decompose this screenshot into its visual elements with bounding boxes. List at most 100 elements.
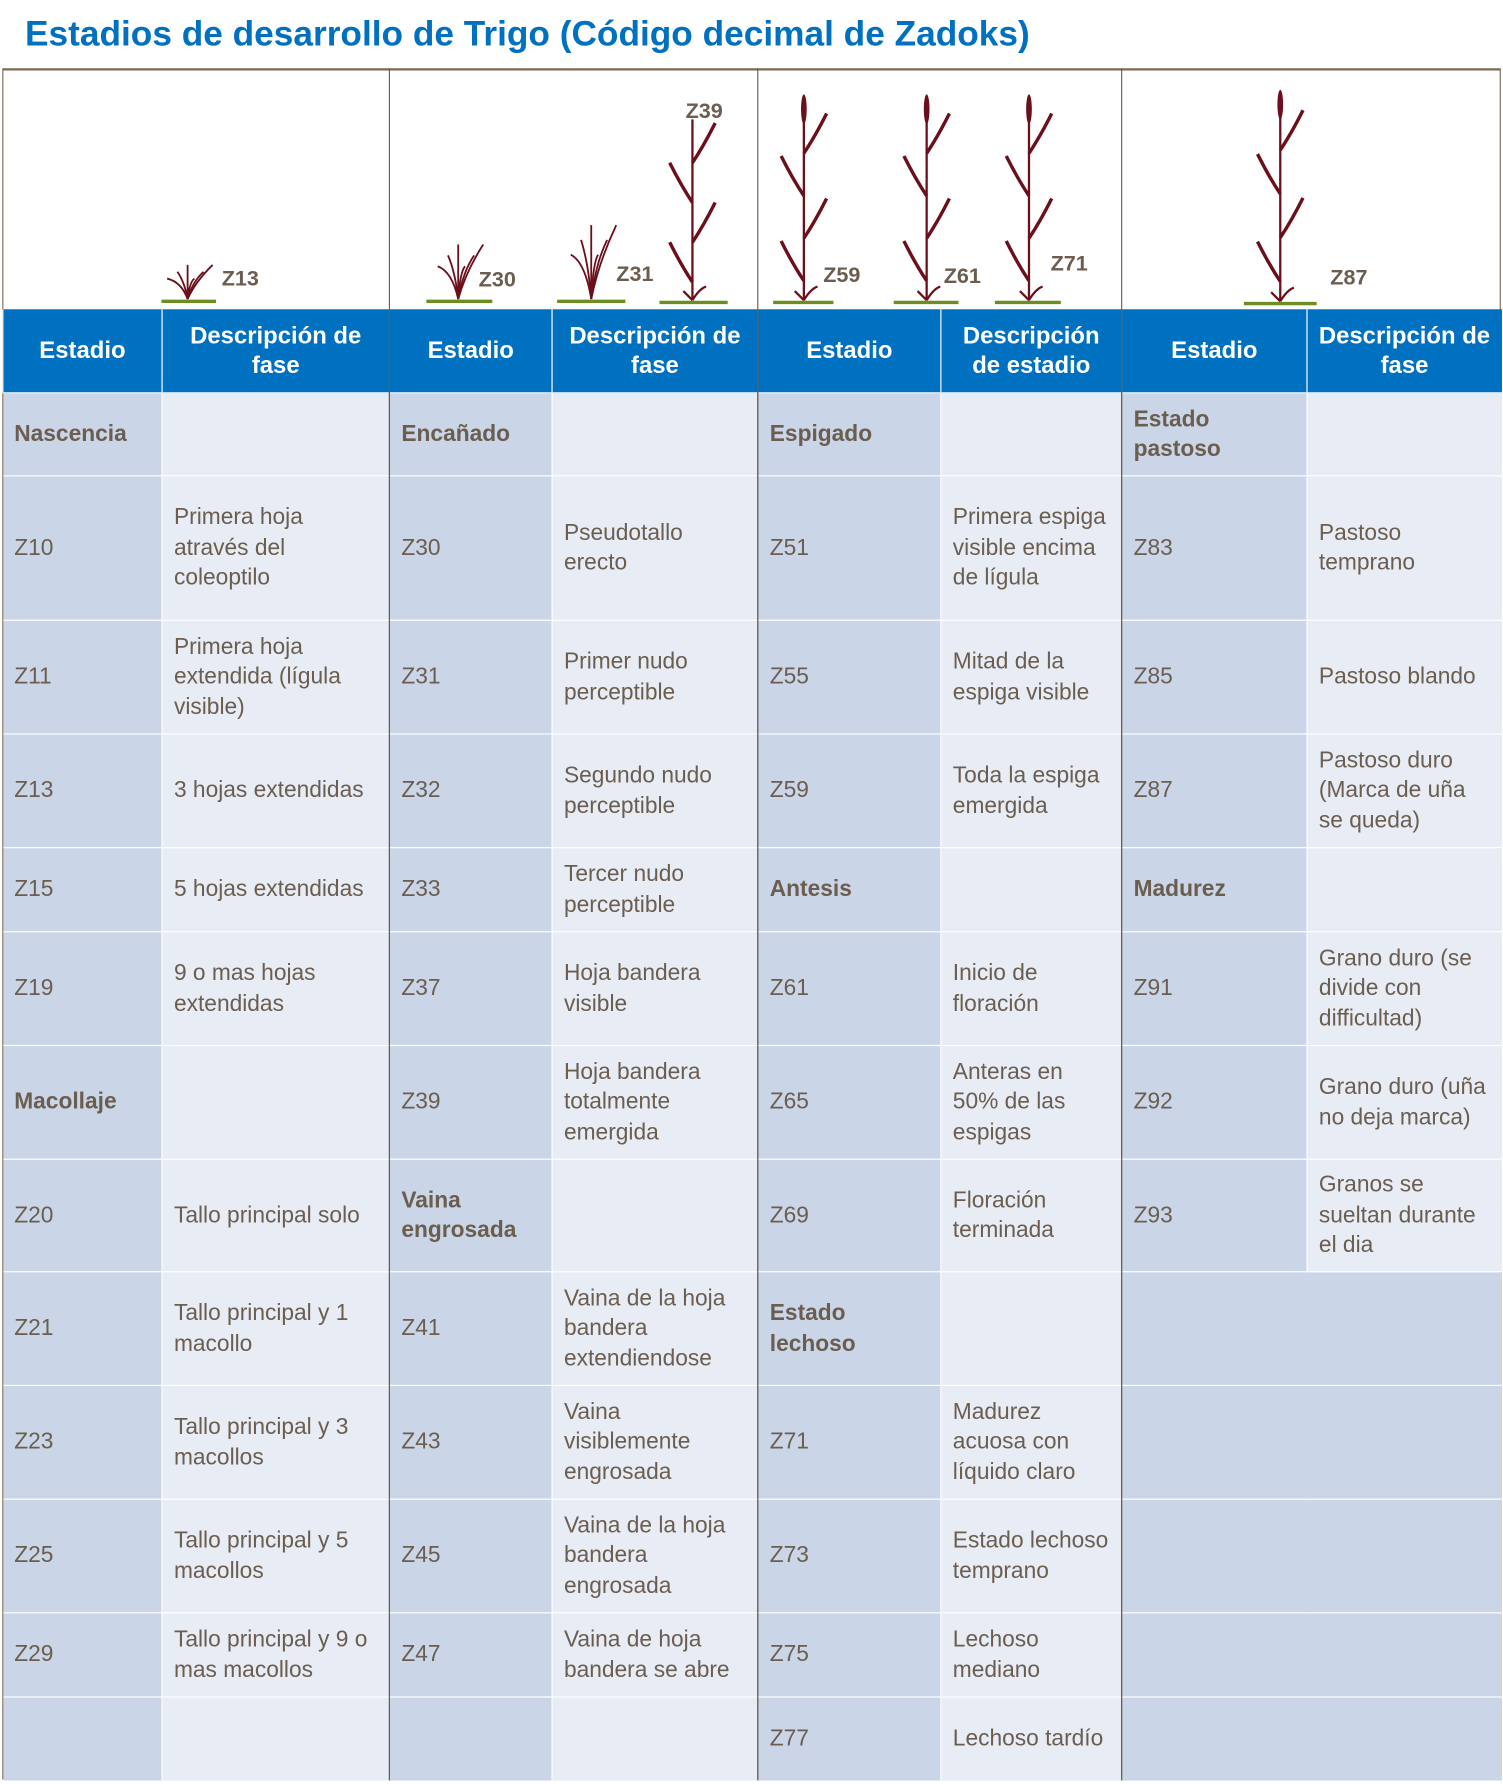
plant-illustrations: Z13 Z30 Z31 Z39 Z59 Z61 Z71 Z87 [161, 89, 1368, 306]
stage-description: Estado lechoso temprano [940, 1498, 1122, 1613]
stages-table: Estadio Descripción de fase Estadio Descrip… [2, 309, 1502, 1780]
column-divider [1121, 68, 1123, 1780]
table-row: Z19 9 o mas hojas extendidas Z37 Hoja bande… [2, 931, 1502, 1046]
stage-code: Z51 [757, 475, 941, 621]
stage-description: Primera hoja através del coleoptilo [161, 475, 390, 621]
leaf-icon [1027, 197, 1054, 240]
stage-description: Pastoso blando [1306, 619, 1502, 734]
table-row: Z20 Tallo principal solo Vaina engrosada Z6… [2, 1158, 1502, 1272]
stage-code: Z15 [2, 847, 163, 932]
leaf-icon [793, 285, 818, 301]
stage-code: Z29 [2, 1612, 163, 1697]
stage-description [551, 392, 758, 476]
phase-name: Encañado [388, 392, 553, 476]
header-stage: Estadio [1121, 309, 1307, 393]
header-description: Descripción de fase [161, 309, 390, 393]
leaf-icon [668, 161, 694, 204]
leaf-icon [668, 241, 694, 284]
stage-code: Z10 [2, 475, 163, 621]
leaf-icon [1278, 197, 1305, 239]
leaf-icon [1027, 112, 1054, 155]
stage-code: Z91 [1121, 931, 1307, 1046]
table-row: Macollaje Z39 Hoja bandera totalmente emer… [2, 1044, 1502, 1160]
stage-description [1306, 847, 1502, 932]
stage-code: Z71 [757, 1384, 941, 1500]
leaf-icon [916, 285, 941, 301]
leaf-icon [779, 240, 806, 282]
stage-code: Z92 [1121, 1044, 1307, 1160]
stage-code: Z59 [757, 733, 941, 848]
stage-code: Z69 [757, 1158, 941, 1272]
wheat-spike-icon [923, 94, 930, 124]
stage-code: Z31 [388, 619, 553, 734]
stage-description: 3 hojas extendidas [161, 733, 390, 848]
stage-code: Z33 [388, 847, 553, 932]
leaf-icon [186, 264, 214, 300]
stage-description: Tallo principal y 3 macollos [161, 1384, 390, 1500]
column-divider [388, 68, 390, 1780]
stage-code: Z30 [388, 475, 553, 621]
stage-code [1121, 1612, 1307, 1697]
stage-description: Primera espiga visible encima de lígula [940, 475, 1122, 621]
leaf-icon [691, 122, 717, 164]
stage-description [161, 1044, 390, 1160]
page-title: Estadios de desarrollo de Trigo (Código … [25, 13, 1030, 54]
stage-description: Toda la espiga emergida [940, 733, 1122, 848]
leaf-icon [925, 112, 951, 155]
stage-description [1306, 1384, 1502, 1500]
stage-code: Z41 [388, 1271, 553, 1386]
stage-code [1121, 1696, 1307, 1780]
table-row: Z10 Primera hoja através del coleoptilo Z3… [2, 475, 1502, 621]
stage-description [940, 847, 1122, 932]
stage-description: Vaina de la hoja bandera extendiendose [551, 1271, 758, 1386]
column-divider [757, 68, 759, 1780]
stage-code: Z61 [757, 931, 941, 1046]
stage-description: Madurez acuosa con líquido claro [940, 1384, 1122, 1500]
wheat-spike-icon [801, 94, 807, 124]
stage-description [1306, 1696, 1502, 1780]
stage-code: Z75 [757, 1612, 941, 1697]
wheat-spike-icon [1277, 89, 1284, 120]
table-row: Z29 Tallo principal y 9 o mas macollos Z47… [2, 1612, 1502, 1697]
leaf-icon [1270, 286, 1295, 303]
table-row: Z77 Lechoso tardío [2, 1696, 1502, 1780]
stage-description: Pastoso duro (Marca de uña se queda) [1306, 733, 1502, 848]
stage-description [161, 392, 390, 476]
stage-description [1306, 1612, 1502, 1697]
stage-description: Pseudotallo erecto [551, 475, 758, 621]
stage-description: Pastoso temprano [1306, 475, 1502, 621]
stage-code: Z85 [1121, 619, 1307, 734]
stage-code: Z93 [1121, 1158, 1307, 1272]
phase-name: Estado pastoso [1121, 392, 1307, 476]
stage-code: Z77 [757, 1696, 941, 1780]
plant-stage-label: Z71 [1051, 251, 1088, 276]
stage-description: Lechoso mediano [940, 1612, 1122, 1697]
wheat-spike-icon [1026, 94, 1032, 124]
leaf-icon [802, 197, 829, 240]
stage-code: Z55 [757, 619, 941, 734]
leaf-icon [802, 112, 829, 155]
stage-description: Tallo principal y 5 macollos [161, 1498, 390, 1613]
stage-code [1121, 1498, 1307, 1613]
stage-description: Granos se sueltan durante el dia [1306, 1158, 1502, 1272]
stage-description [1306, 392, 1502, 476]
stage-code: Z21 [2, 1271, 163, 1386]
plant-stage-label: Z39 [686, 98, 723, 123]
leaf-icon [779, 155, 806, 197]
table-row: Z11 Primera hoja extendida (lígula visibl… [2, 619, 1502, 734]
stage-code: Z87 [1121, 733, 1307, 848]
table-row: Z15 5 hojas extendidas Z33 Tercer nudo perc… [2, 847, 1502, 932]
stage-description [161, 1696, 390, 1780]
table-row: Z13 3 hojas extendidas Z32 Segundo nudo per… [2, 733, 1502, 848]
leaf-icon [1004, 240, 1031, 282]
leaf-icon [1255, 153, 1282, 195]
stage-code [1121, 1271, 1307, 1386]
table-row: Z21 Tallo principal y 1 macollo Z41 Vaina d… [2, 1271, 1502, 1386]
stage-description: Lechoso tardío [940, 1696, 1122, 1780]
stage-description [940, 1271, 1122, 1386]
leaf-icon [457, 243, 484, 300]
stage-code: Z73 [757, 1498, 941, 1613]
leaf-icon [1255, 240, 1282, 283]
table-row: Nascencia Encañado Espigado Estado pastoso [2, 392, 1502, 476]
